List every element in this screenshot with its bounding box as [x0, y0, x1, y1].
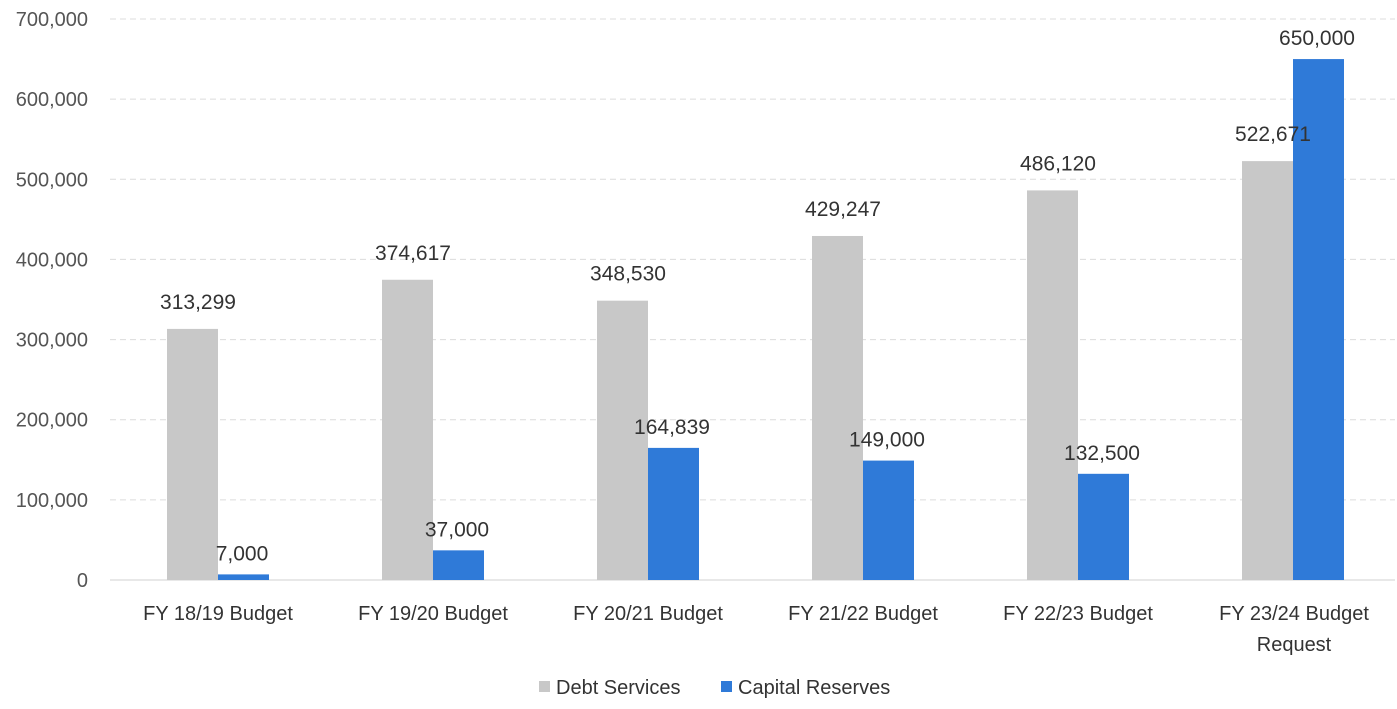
debt-services-data-label: 486,120: [1020, 152, 1096, 175]
debt-services-bar: [597, 300, 648, 580]
x-tick-label: FY 22/23 Budget: [1003, 603, 1153, 625]
capital-reserves-data-label: 650,000: [1279, 27, 1355, 50]
legend-label: Capital Reserves: [738, 677, 890, 699]
x-tick-label: FY 23/24 Budget: [1219, 603, 1369, 625]
y-tick-label: 200,000: [16, 410, 88, 432]
capital-reserves-bar: [433, 550, 484, 580]
y-tick-label: 600,000: [16, 89, 88, 111]
capital-reserves-data-label: 164,839: [634, 416, 710, 439]
debt-services-bar: [1027, 190, 1078, 580]
y-tick-label: 0: [77, 570, 88, 592]
debt-services-bar: [382, 279, 433, 580]
y-tick-label: 500,000: [16, 169, 88, 191]
legend-item-debt-services: Debt Services: [539, 677, 681, 699]
y-tick-label: 700,000: [16, 9, 88, 31]
capital-reserves-bar: [1293, 59, 1344, 581]
x-tick-label: Request: [1257, 634, 1332, 656]
x-tick-label: FY 21/22 Budget: [788, 603, 938, 625]
debt-services-bar: [167, 328, 218, 580]
legend-swatch: [721, 681, 732, 692]
y-tick-label: 400,000: [16, 249, 88, 271]
y-axis-ticks: 0 100,000 200,000 300,000 400,000 500,000 600,…: [16, 9, 88, 592]
debt-services-bar: [1242, 161, 1293, 581]
legend: Debt Services Capital Reserves: [539, 677, 890, 699]
capital-reserves-bar: [1078, 473, 1129, 580]
y-tick-label: 100,000: [16, 490, 88, 512]
x-tick-label: FY 18/19 Budget: [143, 603, 293, 625]
capital-reserves-data-label: 37,000: [425, 518, 489, 541]
debt-services-data-label: 313,299: [160, 291, 236, 314]
legend-label: Debt Services: [556, 677, 681, 699]
capital-reserves-bar: [863, 460, 914, 580]
gridlines: [110, 18, 1395, 581]
data-labels: 313,299 7,000 374,617 37,000 348,530 164,839 4…: [160, 27, 1355, 565]
capital-reserves-data-label: 7,000: [216, 542, 269, 565]
debt-services-data-label: 348,530: [590, 263, 666, 286]
debt-services-data-label: 374,617: [375, 242, 451, 265]
x-tick-label: FY 19/20 Budget: [358, 603, 508, 625]
x-tick-label: FY 20/21 Budget: [573, 603, 723, 625]
capital-reserves-data-label: 132,500: [1064, 442, 1140, 465]
debt-services-bar: [812, 235, 863, 580]
debt-services-data-label: 522,671: [1235, 123, 1311, 146]
capital-reserves-data-label: 149,000: [849, 429, 925, 452]
capital-reserves-bar: [218, 574, 269, 580]
debt-services-data-label: 429,247: [805, 198, 881, 221]
x-axis-ticks: FY 18/19 Budget FY 19/20 Budget FY 20/21 B…: [143, 603, 1369, 656]
capital-reserves-bar: [648, 447, 699, 580]
legend-item-capital-reserves: Capital Reserves: [721, 677, 890, 699]
legend-swatch: [539, 681, 550, 692]
y-tick-label: 300,000: [16, 330, 88, 352]
bars: [167, 59, 1344, 581]
